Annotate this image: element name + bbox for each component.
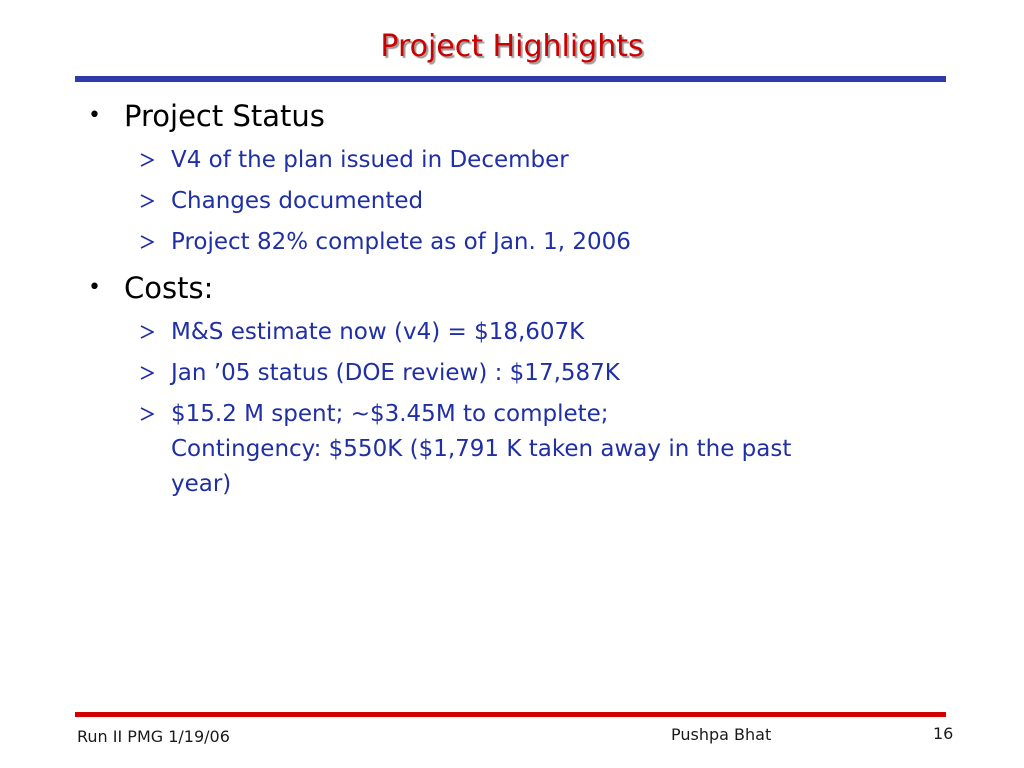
arrowhead-icon bbox=[140, 396, 160, 432]
arrowhead-icon bbox=[140, 314, 160, 350]
arrowhead-icon bbox=[140, 142, 160, 178]
slide-title: Project Highlights bbox=[380, 29, 644, 64]
arrowhead-icon bbox=[140, 224, 160, 260]
footer-page-number: 16 bbox=[933, 724, 954, 743]
arrowhead-icon bbox=[140, 183, 160, 219]
round-bullet-icon: • bbox=[88, 275, 101, 300]
arrowhead-icon bbox=[140, 355, 160, 391]
footer-presenter: Pushpa Bhat bbox=[671, 725, 772, 744]
round-bullet-icon: • bbox=[88, 103, 101, 128]
title-divider bbox=[75, 76, 946, 82]
footer-event-date: Run II PMG 1/19/06 bbox=[77, 727, 230, 746]
footer-divider bbox=[75, 712, 946, 717]
